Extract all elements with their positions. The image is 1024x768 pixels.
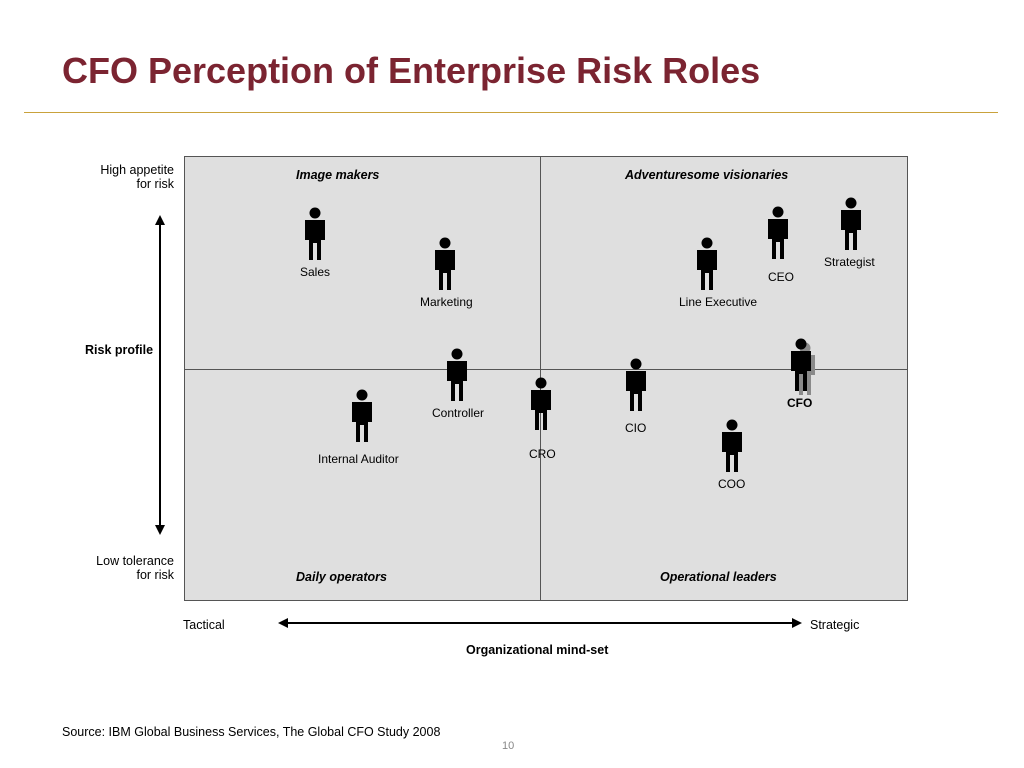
role-label-internal-auditor: Internal Auditor <box>318 452 399 466</box>
cfo-figure-icon <box>788 338 820 396</box>
y-axis-bottom-label-line2: for risk <box>136 568 175 582</box>
y-axis-top-label-line2: for risk <box>136 177 175 191</box>
x-axis-title: Organizational mind-set <box>466 643 609 657</box>
marketing-figure-icon <box>432 237 458 291</box>
quadrant-label-top-right: Adventuresome visionaries <box>625 168 789 182</box>
internal-auditor-figure-icon <box>349 389 375 443</box>
x-axis-left-label: Tactical <box>183 618 225 632</box>
quadrant-label-top-left: Image makers <box>296 168 380 182</box>
role-label-ceo: CEO <box>768 270 795 284</box>
cro-figure-icon <box>528 377 554 431</box>
line-executive-figure-icon <box>694 237 720 291</box>
cio-figure-icon <box>623 358 649 412</box>
y-axis-bottom-label-line1: Low tolerance <box>96 554 174 568</box>
role-label-sales: Sales <box>300 265 331 279</box>
source-note: Source: IBM Global Business Services, Th… <box>62 725 441 739</box>
strategist-figure-icon <box>838 197 864 251</box>
page-number: 10 <box>502 740 515 752</box>
role-label-coo: COO <box>718 477 746 491</box>
y-axis-top-label: High appetite for risk <box>100 163 174 191</box>
quadrant-label-bottom-left: Daily operators <box>296 570 388 584</box>
horizontal-divider <box>184 369 908 370</box>
role-label-controller: Controller <box>432 406 485 420</box>
role-label-strategist: Strategist <box>824 255 875 269</box>
sales-figure-icon <box>302 207 328 261</box>
y-axis-top-label-line1: High appetite <box>100 163 174 177</box>
x-axis-right-label: Strategic <box>810 618 860 632</box>
role-label-marketing: Marketing <box>420 295 473 309</box>
role-label-cio: CIO <box>625 421 647 435</box>
x-axis-arrow <box>278 618 802 628</box>
y-axis-title: Risk profile <box>85 343 154 357</box>
role-label-cro: CRO <box>529 447 556 461</box>
ceo-figure-icon <box>765 206 791 260</box>
quadrant-label-bottom-right: Operational leaders <box>660 570 777 584</box>
coo-figure-icon <box>719 419 745 473</box>
controller-figure-icon <box>444 348 470 402</box>
y-axis-bottom-label: Low tolerance for risk <box>96 554 174 582</box>
y-axis-arrow <box>155 215 165 535</box>
role-label-cfo: CFO <box>787 396 813 410</box>
slide-title: CFO Perception of Enterprise Risk Roles <box>62 50 761 91</box>
title-divider <box>24 112 998 113</box>
role-label-line-executive: Line Executive <box>679 295 758 309</box>
